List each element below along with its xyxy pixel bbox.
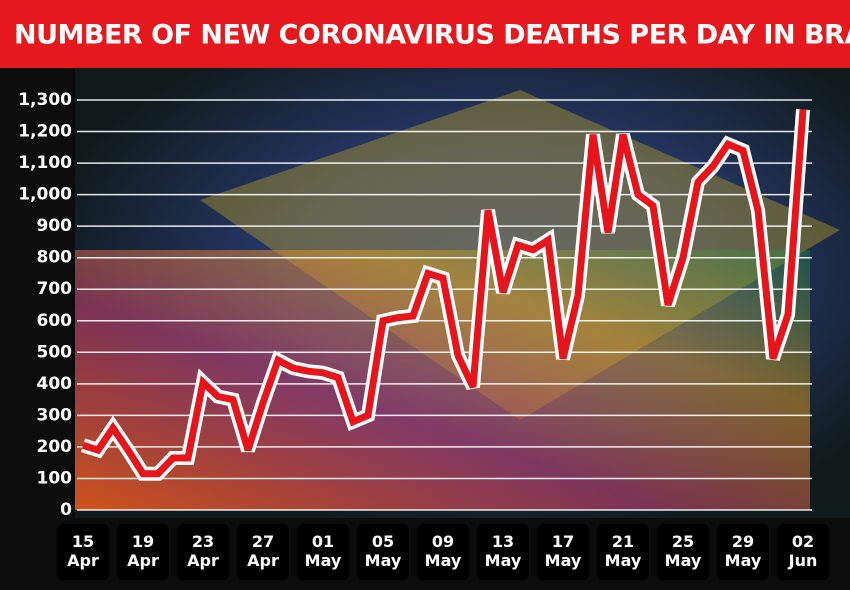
x-tick-label: 23 Apr — [177, 524, 229, 580]
y-tick-label: 1,100 — [18, 153, 72, 173]
x-tick-label: 19 Apr — [117, 524, 169, 580]
chart-title: NUMBER OF NEW CORONAVIRUS DEATHS PER DAY… — [14, 20, 850, 51]
y-tick-label: 1,300 — [18, 90, 72, 110]
y-tick-label: 0 — [60, 500, 72, 520]
data-line — [81, 109, 807, 478]
x-tick-label: 29 May — [717, 524, 769, 580]
y-tick-label: 800 — [37, 248, 73, 268]
x-tick-label: 02 Jun — [777, 524, 829, 580]
x-tick-label: 27 Apr — [237, 524, 289, 580]
x-tick-label: 05 May — [357, 524, 409, 580]
y-tick-label: 700 — [37, 279, 73, 299]
x-tick-label: 15 Apr — [57, 524, 109, 580]
y-tick-label: 600 — [37, 311, 73, 331]
x-tick-label: 09 May — [417, 524, 469, 580]
x-tick-label: 21 May — [597, 524, 649, 580]
y-tick-label: 1,200 — [18, 122, 72, 142]
y-tick-label: 900 — [37, 216, 73, 236]
x-tick-label: 01 May — [297, 524, 349, 580]
x-tick-label: 17 May — [537, 524, 589, 580]
y-tick-label: 500 — [37, 342, 73, 362]
y-tick-label: 300 — [37, 405, 73, 425]
x-tick-label: 13 May — [477, 524, 529, 580]
x-tick-label: 25 May — [657, 524, 709, 580]
y-tick-label: 400 — [37, 374, 73, 394]
title-bar — [0, 0, 850, 68]
y-tick-label: 1,000 — [18, 185, 72, 205]
y-tick-label: 200 — [37, 437, 73, 457]
y-tick-label: 100 — [37, 468, 73, 488]
